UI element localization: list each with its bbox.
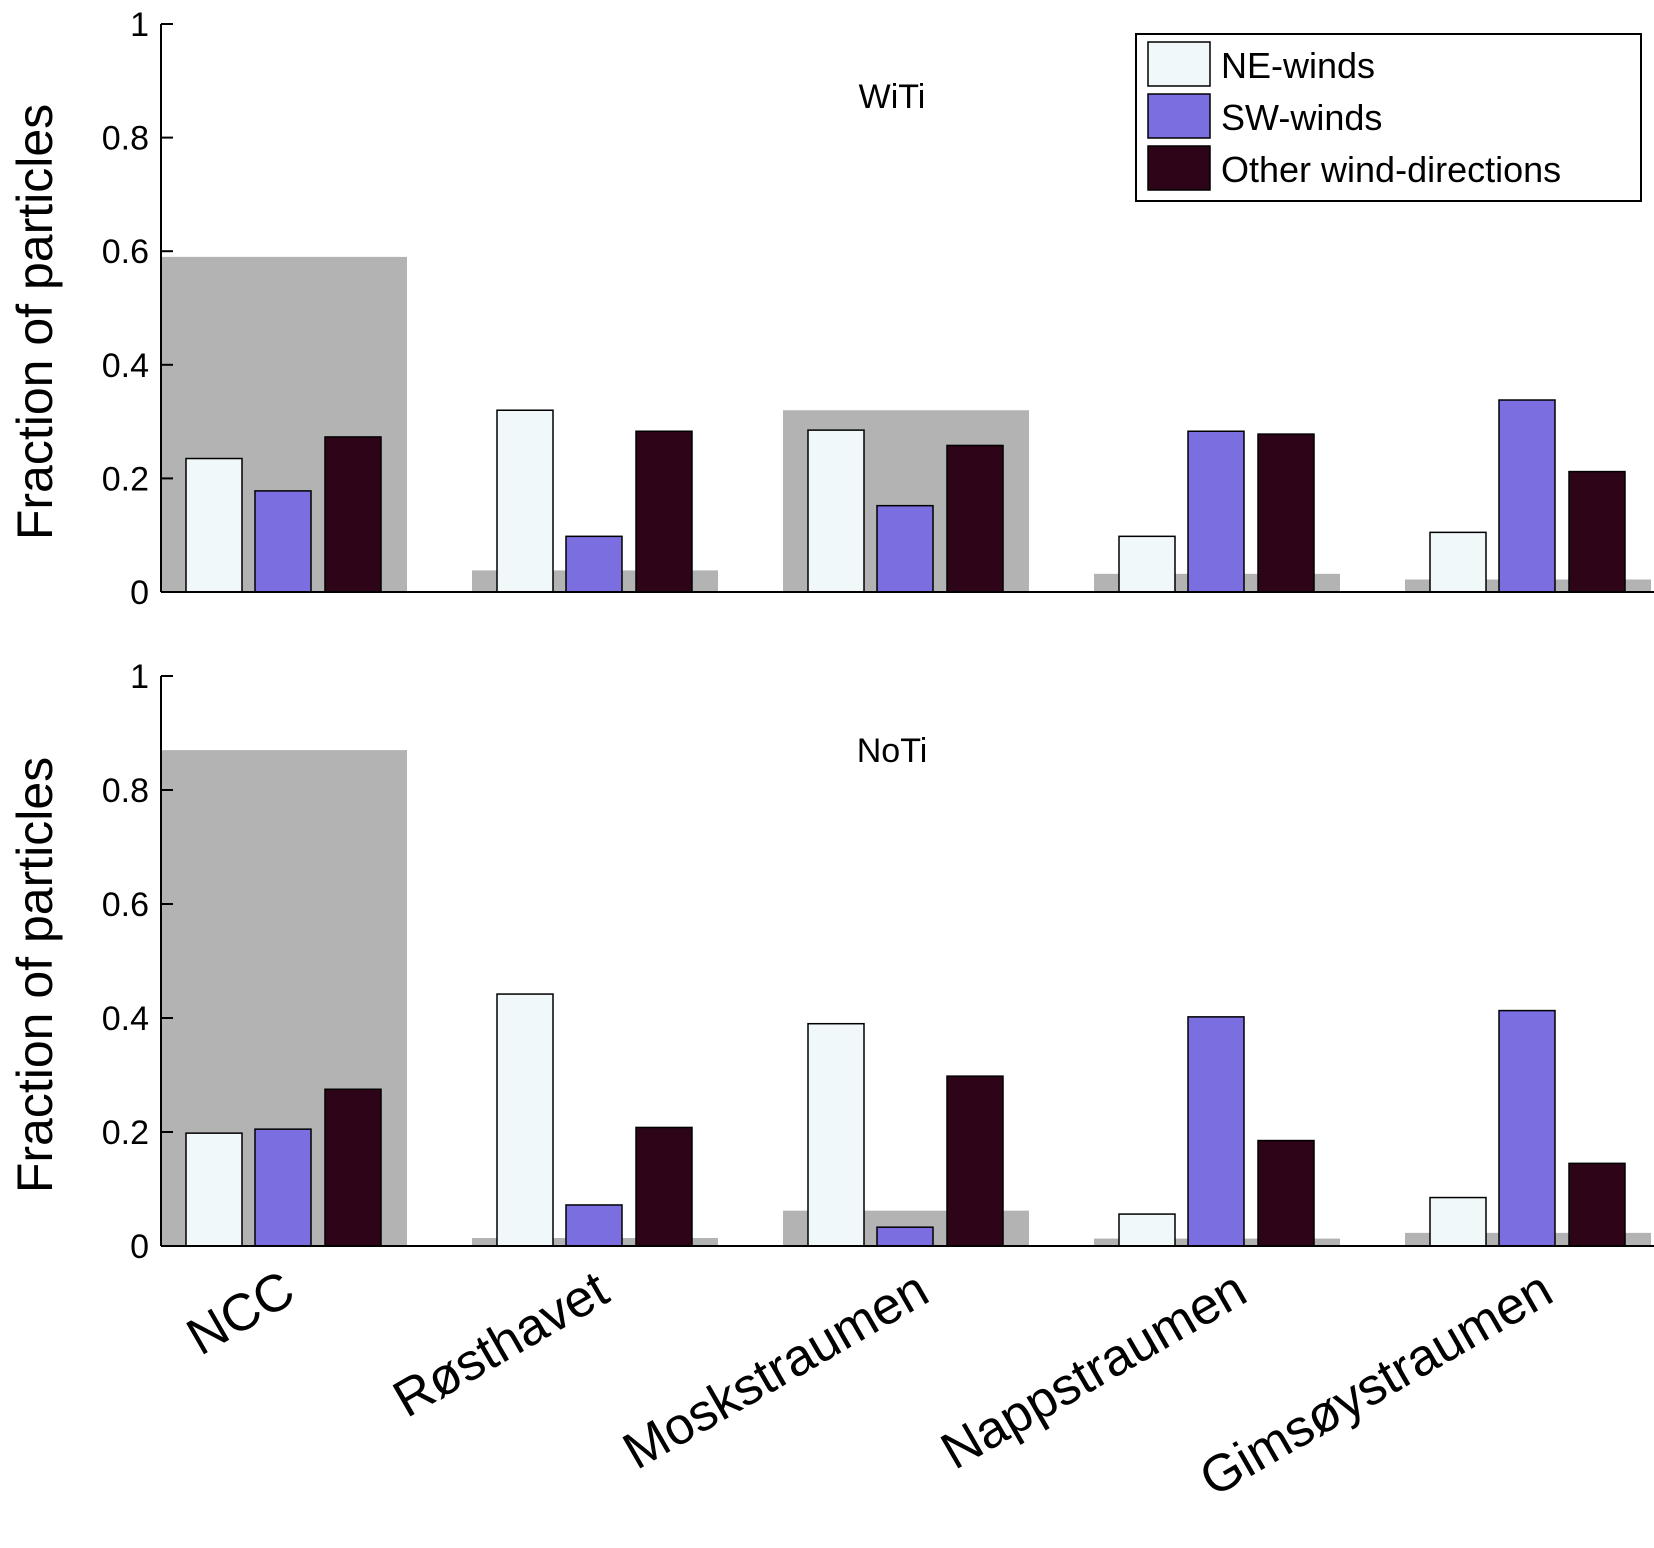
legend-swatch-other-wind-directions (1147, 145, 1211, 191)
legend-label-other-wind-directions: Other wind-directions (1221, 149, 1561, 190)
witi-bar-ne-winds-rosthavet (496, 409, 554, 593)
legend-box (1135, 33, 1642, 202)
noti-y-axis-label: Fraction of particles (7, 757, 63, 1193)
noti-bar-other-wind-directions-gimsoystraumen (1568, 1162, 1626, 1247)
witi-bar-other-wind-directions-ncc (324, 436, 382, 593)
noti-bar-ne-winds-rosthavet (496, 993, 554, 1247)
noti-bar-ne-winds-gimsoystraumen (1429, 1196, 1487, 1247)
noti-panel-title: NoTi (857, 732, 928, 770)
noti-bar-other-wind-directions-rosthavet (635, 1126, 693, 1247)
noti-y-tick-label-0: 0 (130, 1228, 149, 1266)
witi-bar-other-wind-directions-gimsoystraumen (1568, 470, 1626, 593)
noti-bar-other-wind-directions-nappstraumen (1257, 1139, 1315, 1247)
witi-bar-ne-winds-ncc (185, 457, 243, 593)
witi-y-tick-label-0-6: 0.6 (102, 233, 149, 271)
noti-bar-sw-winds-ncc (254, 1128, 312, 1247)
witi-y-tick-label-0-2: 0.2 (102, 460, 149, 498)
witi-bar-ne-winds-nappstraumen (1118, 535, 1176, 593)
category-label-moskstraumen: Moskstraumen (614, 1260, 938, 1481)
legend-label-sw-winds: SW-winds (1221, 97, 1382, 138)
witi-y-axis-label: Fraction of particles (7, 104, 63, 540)
witi-panel-title: WiTi (859, 78, 926, 116)
legend-label-ne-winds: NE-winds (1221, 45, 1375, 86)
noti-bar-other-wind-directions-ncc (324, 1088, 382, 1247)
witi-bar-ne-winds-moskstraumen (807, 429, 865, 593)
witi-bar-other-wind-directions-rosthavet (635, 430, 693, 593)
witi-bar-sw-winds-nappstraumen (1187, 430, 1245, 593)
witi-y-tick-label-1: 1 (130, 6, 149, 44)
legend-swatch-sw-winds (1147, 93, 1211, 139)
witi-bar-sw-winds-ncc (254, 490, 312, 593)
panel-witi: 0 0.2 0.4 0.6 0.8 1 WiTi Fraction of particles (7, 6, 1654, 612)
legend-swatch-ne-winds (1147, 41, 1211, 87)
noti-bar-ne-winds-nappstraumen (1118, 1213, 1176, 1247)
witi-bar-sw-winds-rosthavet (565, 535, 623, 593)
noti-bar-sw-winds-nappstraumen (1187, 1016, 1245, 1247)
witi-bar-sw-winds-gimsoystraumen (1498, 399, 1556, 593)
noti-bar-sw-winds-moskstraumen (876, 1226, 934, 1247)
noti-y-tick-label-0-2: 0.2 (102, 1114, 149, 1152)
noti-bar-ne-winds-moskstraumen (807, 1022, 865, 1247)
noti-y-tick-label-0-8: 0.8 (102, 772, 149, 810)
noti-y-tick-label-0-6: 0.6 (102, 886, 149, 924)
noti-bar-other-wind-directions-moskstraumen (946, 1075, 1004, 1247)
category-label-rosthavet: Røsthavet (384, 1260, 619, 1429)
noti-y-tick-label-1: 1 (130, 658, 149, 696)
category-label-ncc: NCC (177, 1260, 304, 1367)
noti-y-tick-label-0-4: 0.4 (102, 1000, 149, 1038)
witi-y-tick-label-0-8: 0.8 (102, 120, 149, 158)
witi-bar-other-wind-directions-moskstraumen (946, 444, 1004, 593)
witi-bar-other-wind-directions-nappstraumen (1257, 433, 1315, 593)
witi-bar-sw-winds-moskstraumen (876, 504, 934, 593)
category-labels: NCC RøsthavetMoskstraumenNappstraumenGims… (177, 1260, 1562, 1508)
witi-y-tick-label-0-4: 0.4 (102, 347, 149, 385)
legend: NE-winds SW-winds Other wind-directions (1135, 33, 1642, 202)
witi-bar-ne-winds-gimsoystraumen (1429, 531, 1487, 593)
noti-bar-sw-winds-rosthavet (565, 1204, 623, 1247)
panel-noti: 0 0.2 0.4 0.6 0.8 1 NoTi Fraction of particles (7, 658, 1654, 1266)
noti-bar-ne-winds-ncc (185, 1132, 243, 1247)
noti-bar-sw-winds-gimsoystraumen (1498, 1009, 1556, 1247)
witi-y-tick-label-0: 0 (130, 574, 149, 612)
